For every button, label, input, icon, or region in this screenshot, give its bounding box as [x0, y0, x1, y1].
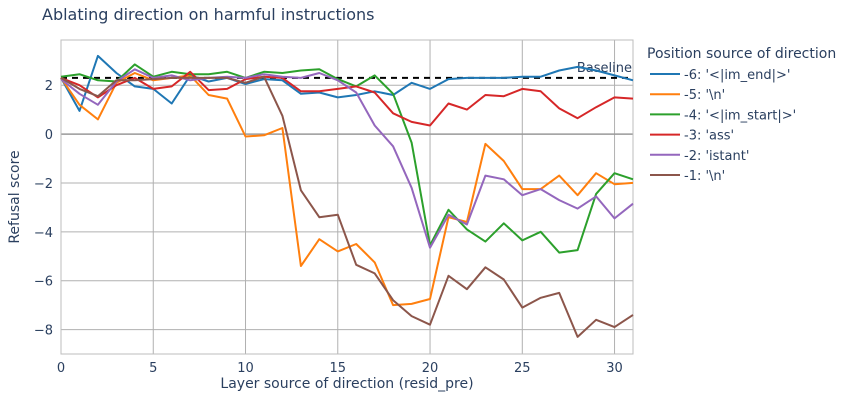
x-tick-label: 25	[514, 361, 531, 376]
series-line	[60, 70, 634, 127]
x-tick-label: 5	[149, 361, 157, 376]
legend-entry: -1: '\n'	[684, 169, 725, 184]
legend: Position source of direction -6: '<|im_e…	[647, 46, 836, 184]
y-tick-label: −4	[34, 226, 53, 241]
axes: 0 5 10 15 20 25 30 −8 −6 −4 −2 0 2	[34, 79, 623, 376]
baseline-label: Baseline	[577, 61, 632, 76]
plot-frame	[60, 39, 634, 355]
y-tick-label: −8	[34, 324, 53, 339]
y-tick-label: −2	[34, 177, 53, 192]
series-line	[60, 75, 634, 338]
legend-entry: -4: '<|im_start|>'	[684, 108, 796, 123]
y-tick-label: −6	[34, 275, 53, 290]
y-axis-title: Refusal score	[7, 150, 23, 243]
x-tick-label: 10	[237, 361, 254, 376]
x-tick-label: 0	[57, 361, 65, 376]
legend-entry: -5: '\n'	[684, 88, 725, 103]
x-tick-label: 20	[422, 361, 439, 376]
series-line	[60, 63, 634, 254]
y-tick-label: 0	[45, 128, 53, 143]
series-line	[60, 68, 634, 249]
x-tick-label: 30	[606, 361, 623, 376]
legend-title: Position source of direction	[647, 46, 836, 62]
y-tick-label: 2	[45, 79, 53, 94]
x-tick-label: 15	[330, 361, 347, 376]
baseline: Baseline	[61, 61, 633, 79]
series-lines	[60, 54, 634, 338]
x-axis-title: Layer source of direction (resid_pre)	[220, 376, 473, 392]
legend-entry: -6: '<|im_end|>'	[684, 68, 790, 83]
legend-entry: -3: 'ass'	[684, 129, 734, 144]
series-line	[60, 54, 634, 112]
legend-entry: -2: 'istant'	[684, 149, 749, 164]
grid	[60, 40, 633, 354]
chart-title: Ablating direction on harmful instructio…	[42, 5, 375, 24]
